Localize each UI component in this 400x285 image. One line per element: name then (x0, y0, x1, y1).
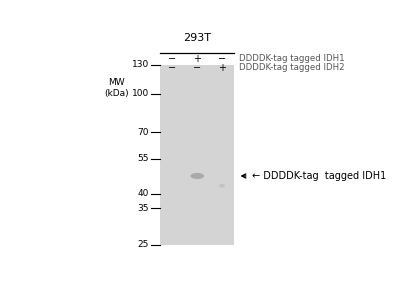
Text: 35: 35 (138, 204, 149, 213)
Text: MW
(kDa): MW (kDa) (104, 78, 129, 98)
Text: 130: 130 (132, 60, 149, 70)
Text: +: + (218, 63, 226, 73)
Text: ← DDDDK-tag  tagged IDH1: ← DDDDK-tag tagged IDH1 (242, 171, 386, 181)
Text: 293T: 293T (183, 33, 211, 43)
Ellipse shape (190, 173, 204, 179)
Text: +: + (193, 54, 201, 64)
Text: 70: 70 (138, 128, 149, 137)
Text: −: − (168, 63, 176, 73)
Text: 55: 55 (138, 154, 149, 163)
Text: DDDDK-tag tagged IDH2: DDDDK-tag tagged IDH2 (239, 63, 345, 72)
Text: −: − (168, 54, 176, 64)
Bar (160, 65, 234, 245)
Ellipse shape (219, 184, 225, 188)
Text: 100: 100 (132, 89, 149, 98)
Text: 25: 25 (138, 240, 149, 249)
Text: 40: 40 (138, 189, 149, 198)
Text: −: − (193, 63, 201, 73)
Text: DDDDK-tag tagged IDH1: DDDDK-tag tagged IDH1 (239, 54, 345, 63)
Text: −: − (218, 54, 226, 64)
